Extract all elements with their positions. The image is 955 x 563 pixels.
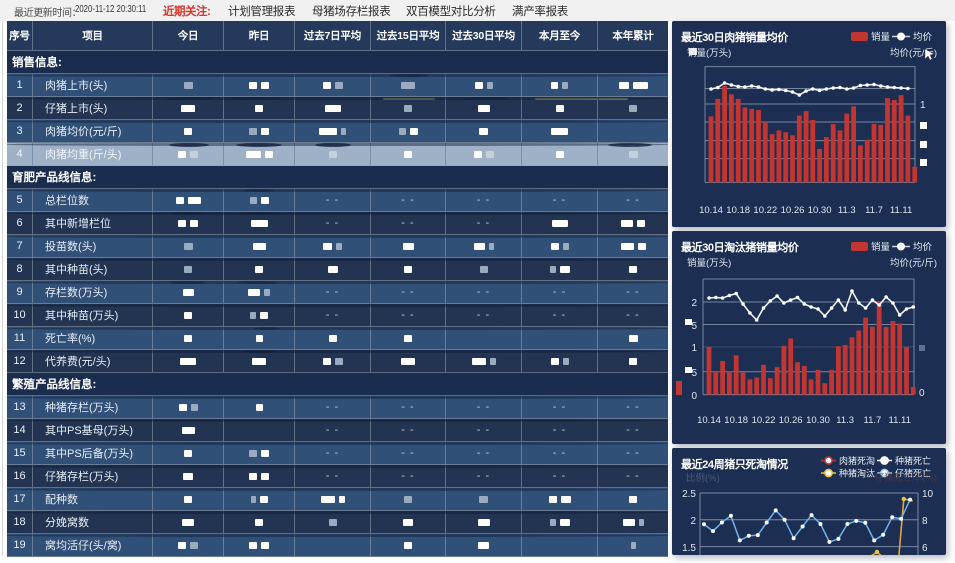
svg-text:肉猪死淘: 肉猪死淘	[839, 455, 875, 466]
svg-text:最近24周猪只死淘情况: 最近24周猪只死淘情况	[681, 457, 788, 471]
svg-text:均价: 均价	[913, 241, 933, 253]
svg-text:11.3: 11.3	[836, 415, 854, 426]
svg-text:10.30: 10.30	[806, 415, 830, 426]
svg-text:10.22: 10.22	[753, 205, 777, 216]
svg-text:10.18: 10.18	[726, 205, 750, 216]
svg-text:销量: 销量	[871, 31, 891, 43]
svg-text:11.11: 11.11	[890, 205, 912, 216]
svg-text:均价: 均价	[913, 31, 933, 43]
svg-text:10.14: 10.14	[699, 205, 723, 216]
svg-text:最近30日肉猪销量均价: 最近30日肉猪销量均价	[681, 30, 789, 44]
svg-text:10.18: 10.18	[724, 415, 748, 426]
svg-text:10.26: 10.26	[781, 205, 805, 216]
svg-text:销量(万头): 销量(万头)	[687, 257, 731, 269]
svg-text:5: 5	[691, 368, 697, 379]
svg-text:10.26: 10.26	[779, 415, 803, 426]
svg-text:销量: 销量	[871, 241, 891, 253]
svg-text:最近30日淘汰猪销量均价: 最近30日淘汰猪销量均价	[681, 240, 800, 254]
svg-text:8: 8	[922, 516, 928, 527]
svg-text:种猪死亡: 种猪死亡	[895, 455, 931, 466]
svg-text:2.5: 2.5	[682, 489, 696, 500]
svg-text:5: 5	[691, 321, 697, 332]
svg-text:11.3: 11.3	[838, 205, 856, 216]
svg-text:仔猪死亡率(%): 仔猪死亡率(%)	[875, 472, 937, 484]
svg-text:11.7: 11.7	[864, 415, 882, 426]
svg-text:1: 1	[691, 343, 697, 354]
svg-text:0: 0	[691, 391, 697, 402]
svg-text:0: 0	[919, 388, 925, 399]
svg-text:2: 2	[691, 298, 697, 309]
svg-text:仔猪死亡: 仔猪死亡	[895, 468, 931, 479]
svg-text:6: 6	[922, 543, 928, 554]
svg-text:2: 2	[690, 516, 696, 527]
svg-text:1: 1	[920, 100, 926, 111]
svg-text:10.22: 10.22	[752, 415, 776, 426]
svg-text:10: 10	[922, 489, 934, 500]
svg-text:均价(元/斤): 均价(元/斤)	[890, 257, 937, 269]
svg-text:10.30: 10.30	[808, 205, 832, 216]
svg-text:10.14: 10.14	[697, 415, 721, 426]
svg-text:11.11: 11.11	[889, 415, 911, 426]
svg-text:种猪淘汰: 种猪淘汰	[839, 468, 875, 479]
svg-text:11.7: 11.7	[865, 205, 883, 216]
svg-text:销量(万头): 销量(万头)	[687, 47, 731, 59]
svg-text:比例(%): 比例(%)	[686, 472, 720, 484]
svg-text:1.5: 1.5	[682, 543, 696, 554]
